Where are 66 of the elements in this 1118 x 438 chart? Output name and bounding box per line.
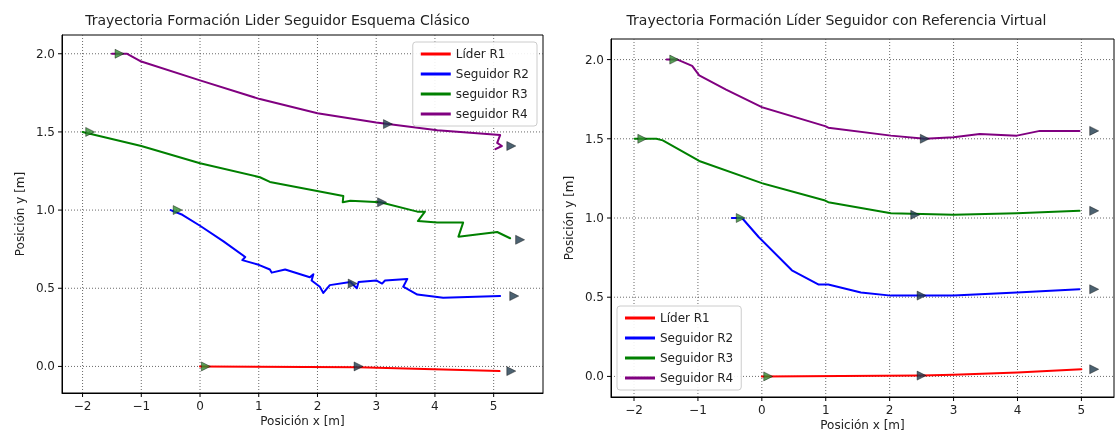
point <box>353 361 364 372</box>
x-tick-label: 5 <box>489 399 498 413</box>
chart-title: Trayectoria Formación Líder Seguidor con Referencia Virtual <box>625 12 1047 28</box>
legend-label: seguidor R4 <box>455 107 528 121</box>
legend-label: seguidor R3 <box>455 87 528 101</box>
legend-label: Líder R1 <box>455 47 506 61</box>
point <box>910 210 920 220</box>
point <box>383 119 393 129</box>
x-tick-label: −1 <box>689 403 707 417</box>
x-tick-label: 0 <box>758 403 766 417</box>
point <box>637 134 648 144</box>
x-tick-label: 3 <box>372 399 381 413</box>
y-tick-label: 0.0 <box>35 359 55 374</box>
point <box>1089 284 1099 295</box>
x-tick-label: 4 <box>431 399 439 413</box>
x-axis-title: Posición x [m] <box>260 414 345 428</box>
x-tick-label: −2 <box>73 399 92 413</box>
y-tick-label: 2.0 <box>584 52 604 67</box>
point <box>347 278 358 289</box>
x-tick-label: 4 <box>1013 403 1022 417</box>
y-tick-label: 1.5 <box>584 131 604 146</box>
x-axis-title: Posición x [m] <box>820 418 905 432</box>
point <box>172 205 183 215</box>
y-axis-title: Posición y [m] <box>13 171 27 257</box>
point <box>377 197 387 208</box>
point <box>920 134 930 144</box>
point <box>1089 126 1099 136</box>
point <box>85 127 95 137</box>
point <box>669 54 680 65</box>
legend-label: Seguidor R2 <box>660 331 734 345</box>
point <box>735 213 746 223</box>
y-tick-label: 1.0 <box>35 203 55 218</box>
y-tick-label: 2.0 <box>35 46 55 61</box>
y-tick-label: 1.5 <box>35 124 55 139</box>
x-tick-label: −2 <box>625 403 643 417</box>
point <box>506 366 517 376</box>
x-tick-label: 2 <box>885 403 894 417</box>
point <box>763 371 773 382</box>
x-tick-label: 3 <box>949 403 958 417</box>
x-tick-label: 1 <box>254 399 263 413</box>
point <box>916 370 927 381</box>
point <box>1089 206 1099 216</box>
x-tick-label: 5 <box>1077 403 1086 417</box>
point <box>201 361 211 372</box>
x-tick-label: 1 <box>821 403 830 417</box>
x-tick-label: 0 <box>196 399 204 413</box>
point <box>509 291 519 301</box>
point <box>1089 364 1099 375</box>
legend-label: Líder R1 <box>660 311 710 325</box>
chart-title: Trayectoria Formación Lider Seguidor Esquema Clásico <box>84 12 470 28</box>
y-tick-label: 0.5 <box>35 281 55 296</box>
legend-label: Seguidor R4 <box>660 371 734 385</box>
y-tick-label: 0.5 <box>584 290 604 305</box>
point <box>515 235 525 245</box>
point <box>114 49 125 59</box>
legend-label: Seguidor R3 <box>660 351 734 365</box>
y-tick-label: 1.0 <box>584 211 604 225</box>
line-series <box>81 130 512 240</box>
point <box>506 141 517 151</box>
x-tick-label: −1 <box>132 399 151 413</box>
x-tick-label: 2 <box>313 399 322 413</box>
legend-label: Seguidor R2 <box>455 67 530 81</box>
line-series <box>633 137 1081 216</box>
point <box>916 290 927 301</box>
y-axis-title: Posición y [m] <box>562 175 576 261</box>
y-tick-label: 0.0 <box>584 369 604 384</box>
